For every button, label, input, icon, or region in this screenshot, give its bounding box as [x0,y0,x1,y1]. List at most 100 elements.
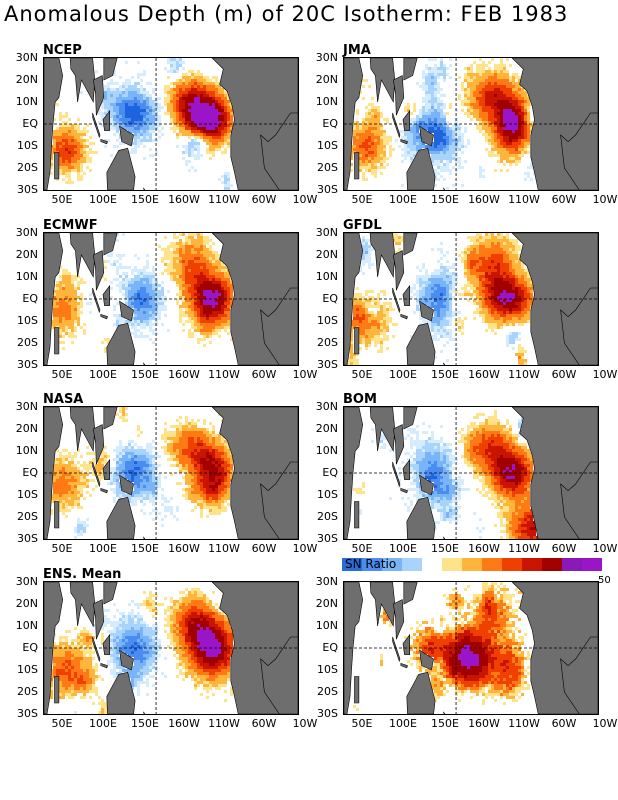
heatmap-cell [446,121,449,124]
heatmap-cell [191,308,194,311]
heatmap-cell [437,275,440,278]
heatmap-cell [140,431,143,434]
heatmap-cell [431,326,434,329]
heatmap-cell [479,233,482,236]
heatmap-cell [149,311,152,314]
heatmap-cell [425,281,428,284]
heatmap-cell [416,139,419,142]
heatmap-cell [512,115,515,118]
heatmap-cell [518,308,521,311]
heatmap-cell [179,248,182,251]
heatmap-cell [206,236,209,239]
heatmap-cell [461,257,464,260]
heatmap-cell [497,139,500,142]
heatmap-cell [524,109,527,112]
heatmap-cell [500,61,503,64]
heatmap-cell [431,248,434,251]
heatmap-cell [371,154,374,157]
heatmap-cell [380,314,383,317]
heatmap-cell [188,446,191,449]
heatmap-cell [521,133,524,136]
heatmap-cell [110,82,113,85]
heatmap-cell [215,263,218,266]
heatmap-cell [377,112,380,115]
heatmap-cell [371,136,374,139]
heatmap-cell [353,127,356,130]
heatmap-cell [362,130,365,133]
heatmap-cell [212,287,215,290]
heatmap-cell [440,275,443,278]
heatmap-cell [482,97,485,100]
heatmap-cell [515,287,518,290]
heatmap-cell [167,434,170,437]
heatmap-cell [509,76,512,79]
heatmap-cell [125,82,128,85]
heatmap-cell [383,338,386,341]
heatmap-cell [68,169,71,172]
heatmap-cell [440,314,443,317]
heatmap-cell [452,281,455,284]
heatmap-cell [143,133,146,136]
heatmap-cell [197,133,200,136]
heatmap-cell [440,326,443,329]
heatmap-cell [383,329,386,332]
heatmap-cell [176,254,179,257]
heatmap-cell [230,293,233,296]
heatmap-cell [488,142,491,145]
heatmap-cell [506,133,509,136]
heatmap-cell [530,293,533,296]
heatmap-cell [203,130,206,133]
heatmap-cell [371,320,374,323]
heatmap-cell [356,148,359,151]
heatmap-cell [488,323,491,326]
heatmap-cell [437,82,440,85]
heatmap-cell [227,187,230,190]
heatmap-cell [473,260,476,263]
heatmap-cell [446,317,449,320]
heatmap-cell [68,305,71,308]
heatmap-cell [197,109,200,112]
heatmap-cell [449,308,452,311]
heatmap-cell [224,118,227,121]
heatmap-cell [194,82,197,85]
heatmap-cell [350,338,353,341]
heatmap-cell [119,440,122,443]
heatmap-cell [164,314,167,317]
heatmap-cell [506,323,509,326]
heatmap-cell [470,118,473,121]
heatmap-cell [419,299,422,302]
heatmap-cell [377,341,380,344]
heatmap-cell [434,175,437,178]
heatmap-cell [443,317,446,320]
heatmap-cell [209,284,212,287]
heatmap-cell [59,266,62,269]
heatmap-cell [467,278,470,281]
heatmap-cell [362,302,365,305]
heatmap-cell [59,452,62,455]
heatmap-cell [200,299,203,302]
heatmap-cell [212,323,215,326]
heatmap-cell [188,287,191,290]
heatmap-cell [173,121,176,124]
heatmap-cell [518,136,521,139]
heatmap-cell [104,139,107,142]
heatmap-cell [122,407,125,410]
heatmap-cell [446,169,449,172]
heatmap-cell [152,88,155,91]
heatmap-cell [515,82,518,85]
heatmap-cell [365,169,368,172]
heatmap-cell [440,100,443,103]
heatmap-cell [479,236,482,239]
heatmap-cell [524,124,527,127]
heatmap-cell [482,296,485,299]
heatmap-cell [443,133,446,136]
heatmap-cell [194,428,197,431]
heatmap-cell [437,106,440,109]
heatmap-cell [86,151,89,154]
heatmap-cell [107,97,110,100]
heatmap-cell [170,449,173,452]
heatmap-cell [380,154,383,157]
heatmap-cell [515,242,518,245]
heatmap-cell [374,169,377,172]
heatmap-cell [191,251,194,254]
